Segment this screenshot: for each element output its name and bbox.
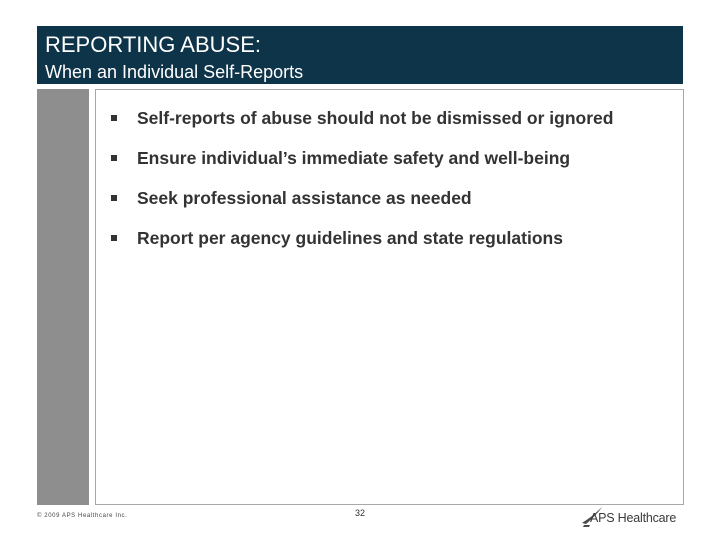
bullet-list: Self-reports of abuse should not be dism… [111,106,651,266]
bullet-item: Ensure individual’s immediate safety and… [111,146,651,170]
logo-text: APS Healthcare [590,511,677,525]
slide-title: REPORTING ABUSE: [45,32,261,57]
bullet-text: Ensure individual’s immediate safety and… [137,148,571,168]
bullet-text: Seek professional assistance as needed [137,188,472,208]
bullet-item: Seek professional assistance as needed [111,186,651,210]
side-bar [37,89,89,505]
bullet-item: Self-reports of abuse should not be dism… [111,106,651,130]
square-bullet-icon [111,115,117,121]
page-number: 32 [355,508,366,518]
bullet-text: Report per agency guidelines and state r… [137,228,563,248]
square-bullet-icon [111,195,117,201]
swoosh-icon [582,507,602,527]
company-logo: APS Healthcare [580,503,690,529]
bullet-item: Report per agency guidelines and state r… [111,226,651,250]
slide-subtitle: When an Individual Self-Reports [45,62,304,82]
bullet-text: Self-reports of abuse should not be dism… [137,108,614,128]
copyright-text: © 2009 APS Healthcare Inc. [37,513,128,519]
header-banner: REPORTING ABUSE: When an Individual Self… [37,26,683,84]
square-bullet-icon [111,235,117,241]
square-bullet-icon [111,155,117,161]
content-box: Self-reports of abuse should not be dism… [95,89,684,505]
